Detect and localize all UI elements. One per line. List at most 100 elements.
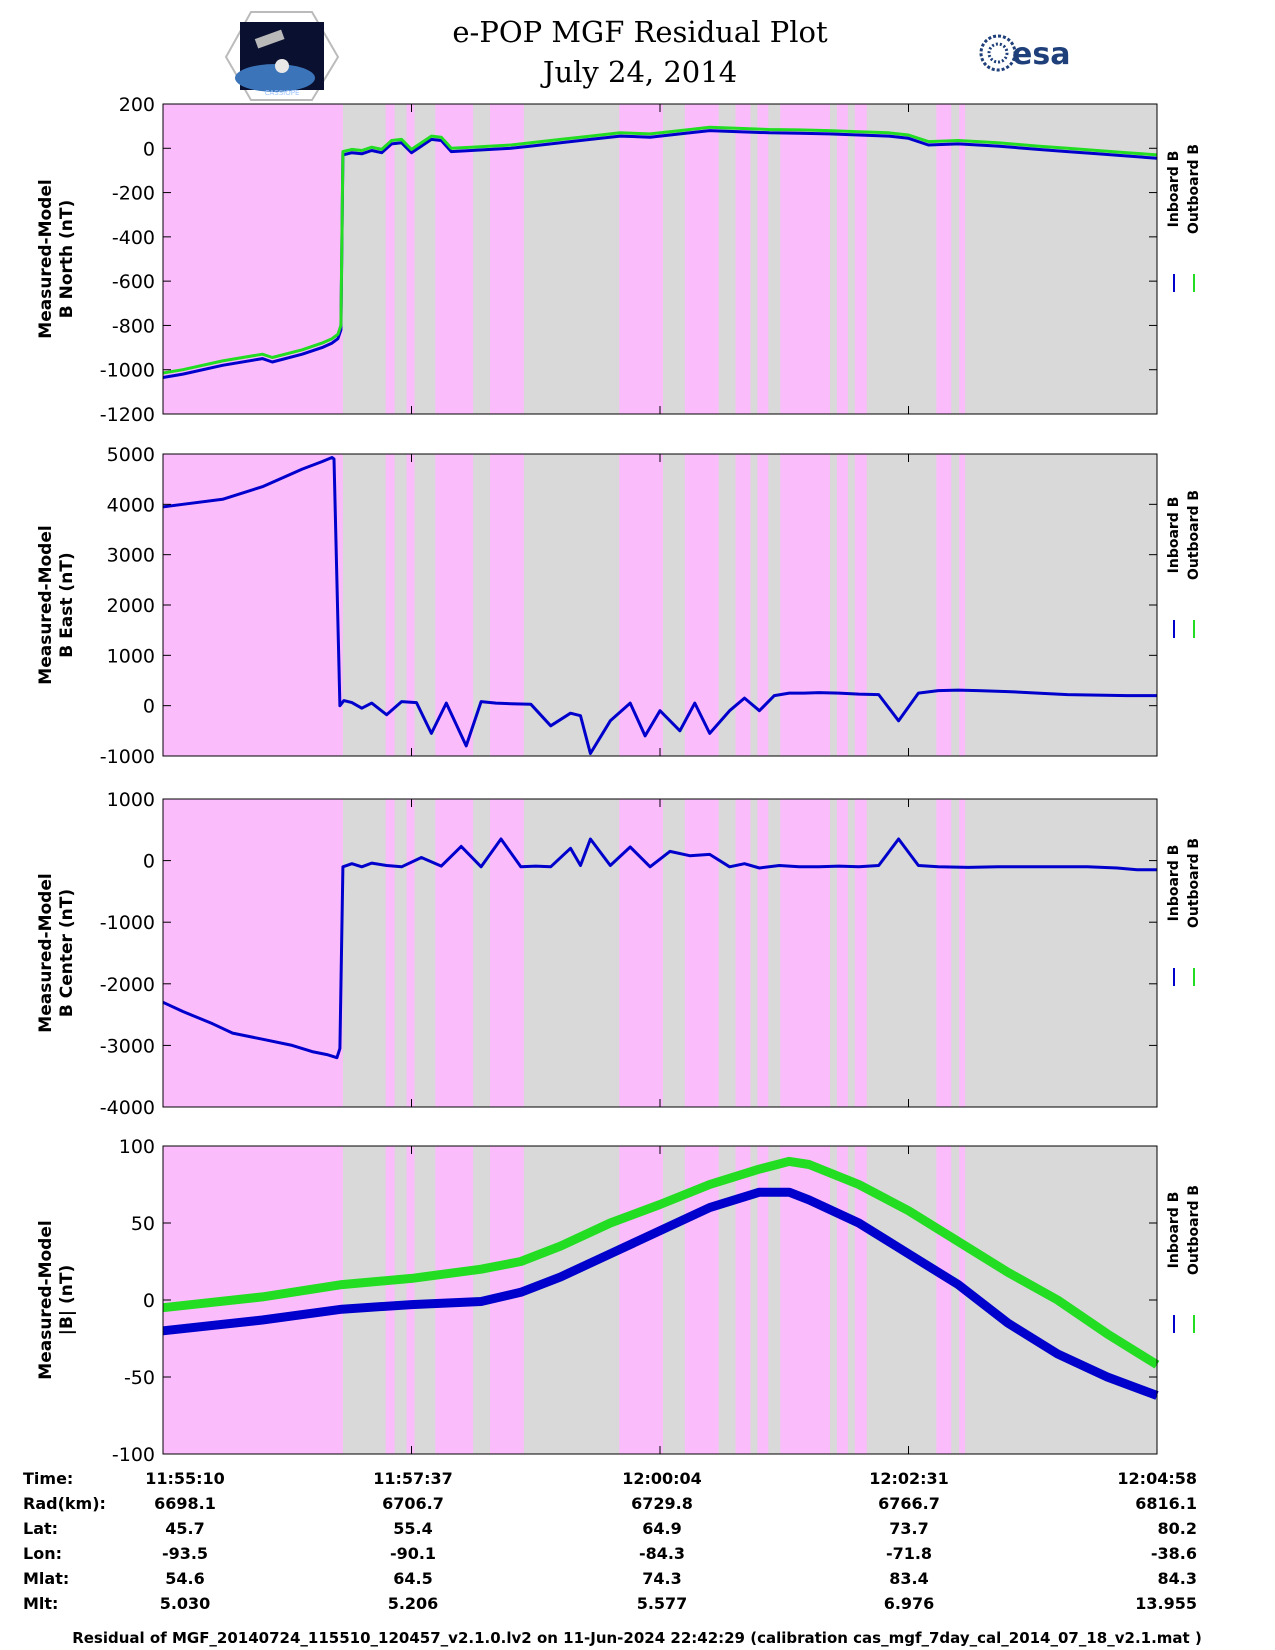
eclipse-band (959, 799, 966, 1107)
orbit-cell: 6706.7 (382, 1494, 444, 1513)
orbit-cell: 6698.1 (154, 1494, 216, 1513)
orbit-row-label: Time: (23, 1469, 73, 1488)
eclipse-band (406, 799, 415, 1107)
eclipse-band (406, 1146, 415, 1454)
orbit-cell: 73.7 (889, 1519, 928, 1538)
y-tick-label: -3000 (100, 1035, 155, 1057)
orbit-row-label: Lat: (23, 1519, 58, 1538)
orbit-cell: -93.5 (162, 1544, 208, 1563)
legend-outboard-label: Outboard B (1186, 1185, 1202, 1275)
legend-outboard-label: Outboard B (1186, 144, 1202, 234)
panel-3: 1000 0 -1000 -2000 -3000 -4000 Measured-ModelB… (36, 789, 1202, 1119)
orbit-cell: 64.5 (393, 1569, 432, 1588)
orbit-cell: -71.8 (886, 1544, 932, 1563)
eclipse-band (619, 104, 663, 414)
series-line-inboard (162, 456, 1157, 755)
footer-caption: Residual of MGF_20140724_115510_120457_v… (72, 1629, 1202, 1647)
orbit-row: Mlt: 5.030 5.206 5.577 6.976 13.955 (23, 1594, 1197, 1613)
eclipse-band (936, 454, 952, 756)
eclipse-band (757, 1146, 769, 1454)
y-tick-label: 5000 (107, 444, 155, 466)
eclipse-band (757, 454, 769, 756)
series-line-inboard (162, 837, 1157, 1060)
plot-panels: 2000-200-400-600-800-1000-1200Measured-M… (36, 94, 1202, 1466)
eclipse-band (959, 104, 966, 414)
cassiope-logo-text: CASSIOPE (265, 89, 300, 97)
eclipse-band (854, 1146, 867, 1454)
eclipse-band (684, 1146, 719, 1454)
eclipse-band (836, 1146, 848, 1454)
chart-date: July 24, 2014 (540, 55, 737, 89)
orbit-cell: 6816.1 (1135, 1494, 1197, 1513)
orbit-cell: 6729.8 (631, 1494, 693, 1513)
eclipse-band (163, 104, 343, 414)
eclipse-band (757, 104, 769, 414)
y-tick-label: 1000 (107, 789, 155, 811)
legend-labels: Inboard B Outboard B (1166, 1185, 1202, 1275)
eclipse-band (684, 104, 719, 414)
orbit-cell: 12:04:58 (1117, 1469, 1197, 1488)
orbit-row: Lat: 45.7 55.4 64.9 73.7 80.2 (23, 1519, 1197, 1538)
legend-outboard-label: Outboard B (1186, 490, 1202, 580)
eclipse-band (836, 799, 848, 1107)
y-tick-label: -600 (112, 271, 155, 293)
panel-1: 200 0 -200 -400 -600 -800 -1000 -1200 Measured-M… (36, 94, 1202, 426)
eclipse-band (619, 1146, 663, 1454)
eclipse-band (490, 799, 524, 1107)
orbit-cell: 12:02:31 (869, 1469, 949, 1488)
y-tick-label: 2000 (107, 595, 155, 617)
y-tick-label: 0 (143, 138, 155, 160)
orbit-cell: 55.4 (393, 1519, 432, 1538)
panel-2: 5000 4000 3000 2000 1000 0 -1000 Measured-Model… (36, 444, 1202, 768)
eclipse-band (684, 799, 719, 1107)
orbit-cell: 11:57:37 (373, 1469, 453, 1488)
eclipse-band (385, 1146, 395, 1454)
y-axis-label-line: B East (nT) (57, 552, 77, 657)
orbit-cell: 83.4 (889, 1569, 928, 1588)
legend-inboard-label: Inboard B (1166, 845, 1182, 922)
orbit-cell: 74.3 (642, 1569, 681, 1588)
orbit-cell: 6766.7 (878, 1494, 940, 1513)
y-axis-label-line: |B| (nT) (57, 1265, 77, 1336)
y-tick-label: -50 (124, 1367, 155, 1389)
chart-title: e-POP MGF Residual Plot (452, 15, 828, 49)
eclipse-band (385, 104, 395, 414)
orbit-cell: 13.955 (1135, 1594, 1197, 1613)
legend-inboard-label: Inboard B (1166, 151, 1182, 228)
orbit-cell: 5.030 (160, 1594, 211, 1613)
eclipse-band (757, 799, 769, 1107)
orbit-cell: 5.577 (637, 1594, 688, 1613)
y-tick-label: 50 (131, 1213, 155, 1235)
eclipse-band (385, 799, 395, 1107)
y-axis-label-line: Measured-Model (36, 873, 56, 1032)
y-tick-label: -4000 (100, 1097, 155, 1119)
y-axis-label: Measured-ModelB Center (nT) (36, 873, 77, 1032)
legend-inboard-label: Inboard B (1166, 497, 1182, 574)
eclipse-band (936, 1146, 952, 1454)
y-axis-label-line: Measured-Model (36, 179, 56, 338)
orbit-cell: 54.6 (165, 1569, 204, 1588)
series-line-inboard (162, 129, 1158, 379)
eclipse-band (619, 799, 663, 1107)
orbit-info-table: Time: 11:55:10 11:57:37 12:00:04 12:02:31 12:… (23, 1469, 1197, 1613)
y-tick-label: 0 (143, 1290, 155, 1312)
y-tick-label: -1000 (100, 360, 155, 382)
y-axis-label-line: B North (nT) (57, 200, 77, 319)
eclipse-band (959, 1146, 966, 1454)
eclipse-band (780, 104, 830, 414)
y-tick-label: 0 (143, 851, 155, 873)
eclipse-band (490, 104, 524, 414)
eclipse-band (735, 799, 751, 1107)
y-tick-label: -2000 (100, 974, 155, 996)
orbit-cell: -38.6 (1151, 1544, 1197, 1563)
orbit-cell: 64.9 (642, 1519, 681, 1538)
orbit-cell: 80.2 (1158, 1519, 1197, 1538)
y-axis-label-line: B Center (nT) (57, 889, 77, 1017)
y-axis-label-line: Measured-Model (36, 1220, 56, 1379)
series-line-inboard (162, 1187, 1159, 1400)
orbit-row: Lon: -93.5 -90.1 -84.3 -71.8 -38.6 (23, 1544, 1197, 1563)
eclipse-band (959, 454, 966, 756)
legend-inboard-label: Inboard B (1166, 1192, 1182, 1269)
y-tick-label: -1200 (100, 404, 155, 426)
